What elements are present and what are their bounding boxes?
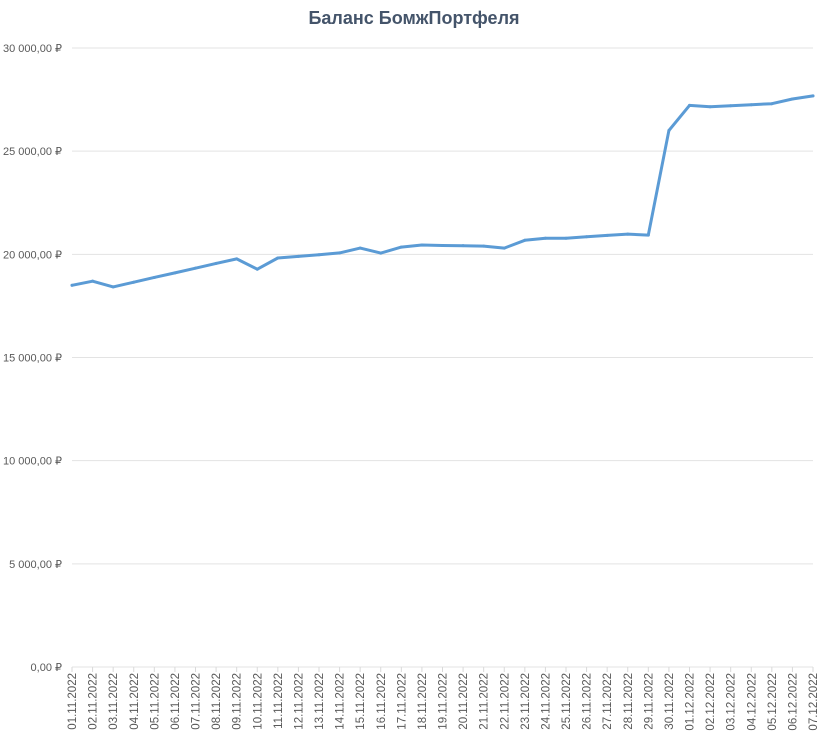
data-point <box>214 261 218 265</box>
data-point <box>667 129 671 133</box>
data-point <box>646 233 650 237</box>
x-tick-label: 26.11.2022 <box>582 673 594 730</box>
data-point <box>194 266 197 270</box>
data-point <box>173 271 177 275</box>
data-point <box>152 275 156 279</box>
data-point <box>70 283 74 287</box>
x-tick-label: 07.11.2022 <box>191 673 203 730</box>
data-point <box>688 103 691 107</box>
data-point <box>91 279 95 283</box>
data-point <box>358 246 362 250</box>
x-tick-label: 06.12.2022 <box>787 673 799 731</box>
data-point <box>729 104 733 108</box>
x-tick-label: 08.11.2022 <box>211 673 223 730</box>
x-tick-label: 01.11.2022 <box>67 673 79 730</box>
x-tick-label: 07.12.2022 <box>808 673 820 731</box>
data-point <box>502 246 506 250</box>
x-tick-label: 09.11.2022 <box>232 673 244 730</box>
x-tick-label: 29.11.2022 <box>643 673 655 730</box>
y-tick-label: 15 000,00 ₽ <box>3 353 62 365</box>
data-point <box>441 243 444 247</box>
data-point <box>749 103 753 107</box>
data-point <box>255 267 259 271</box>
data-point <box>708 105 712 109</box>
data-point <box>543 236 547 240</box>
x-tick-label: 24.11.2022 <box>540 673 552 730</box>
data-point <box>461 244 465 248</box>
chart-title: Баланс БомжПортфеля <box>308 8 520 28</box>
y-tick-label: 0,00 ₽ <box>31 662 62 674</box>
y-tick-label: 20 000,00 ₽ <box>3 249 62 261</box>
x-tick-label: 27.11.2022 <box>602 673 614 730</box>
data-point <box>317 253 321 257</box>
x-tick-label: 10.11.2022 <box>252 673 264 730</box>
gridlines <box>72 47 813 668</box>
data-point <box>770 102 774 106</box>
data-point <box>811 94 815 98</box>
data-point <box>132 280 136 284</box>
x-tick-label: 14.11.2022 <box>335 673 347 730</box>
data-point <box>790 97 794 101</box>
y-tick-label: 30 000,00 ₽ <box>3 43 62 55</box>
y-axis-ticks: 0,00 ₽ 5 000,00 ₽ 10 000,00 ₽ 15 000,00 ₽ 20… <box>3 43 62 674</box>
series-layer <box>70 94 815 289</box>
data-point <box>482 244 486 248</box>
x-tick-label: 19.11.2022 <box>438 673 450 730</box>
x-tick-label: 21.11.2022 <box>479 673 491 730</box>
x-tick-label: 03.12.2022 <box>726 673 738 731</box>
data-point <box>420 243 424 247</box>
series-line <box>70 94 815 289</box>
x-tick-label: 04.11.2022 <box>129 673 141 730</box>
data-point <box>399 245 403 249</box>
x-tick-label: 16.11.2022 <box>376 673 388 730</box>
x-tick-label: 05.12.2022 <box>767 673 779 731</box>
x-tick-label: 11.11.2022 <box>273 673 285 729</box>
x-tick-label: 12.11.2022 <box>293 673 305 730</box>
x-tick-label: 13.11.2022 <box>314 673 326 730</box>
x-axis-ticks: 01.11.2022 02.11.2022 03.11.2022 04.11.2022… <box>67 667 820 731</box>
data-point <box>585 235 589 239</box>
y-tick-label: 25 000,00 ₽ <box>3 146 62 158</box>
x-tick-label: 28.11.2022 <box>623 673 635 730</box>
data-point <box>605 233 609 237</box>
x-tick-label: 18.11.2022 <box>417 673 429 730</box>
y-tick-label: 10 000,00 ₽ <box>3 456 62 468</box>
x-tick-label: 23.11.2022 <box>520 673 532 730</box>
data-point <box>111 285 115 289</box>
x-tick-label: 17.11.2022 <box>396 673 408 730</box>
data-point <box>276 256 280 260</box>
data-point <box>296 254 300 258</box>
data-point <box>564 236 568 240</box>
x-tick-label: 15.11.2022 <box>355 673 367 730</box>
x-tick-label: 01.12.2022 <box>685 673 697 731</box>
x-tick-label: 30.11.2022 <box>664 673 676 730</box>
x-tick-label: 03.11.2022 <box>108 673 120 730</box>
data-point <box>338 251 342 255</box>
data-point <box>626 232 630 236</box>
x-tick-label: 20.11.2022 <box>458 673 470 730</box>
x-tick-label: 22.11.2022 <box>499 673 511 730</box>
data-point <box>235 257 239 261</box>
data-point <box>523 238 527 242</box>
x-tick-label: 05.11.2022 <box>149 673 161 730</box>
y-tick-label: 5 000,00 ₽ <box>9 559 62 571</box>
x-tick-label: 25.11.2022 <box>561 673 573 730</box>
x-tick-label: 02.11.2022 <box>88 673 100 730</box>
x-tick-label: 06.11.2022 <box>170 673 182 730</box>
x-tick-label: 04.12.2022 <box>746 673 758 731</box>
x-tick-label: 02.12.2022 <box>705 673 717 731</box>
data-point <box>379 251 383 255</box>
